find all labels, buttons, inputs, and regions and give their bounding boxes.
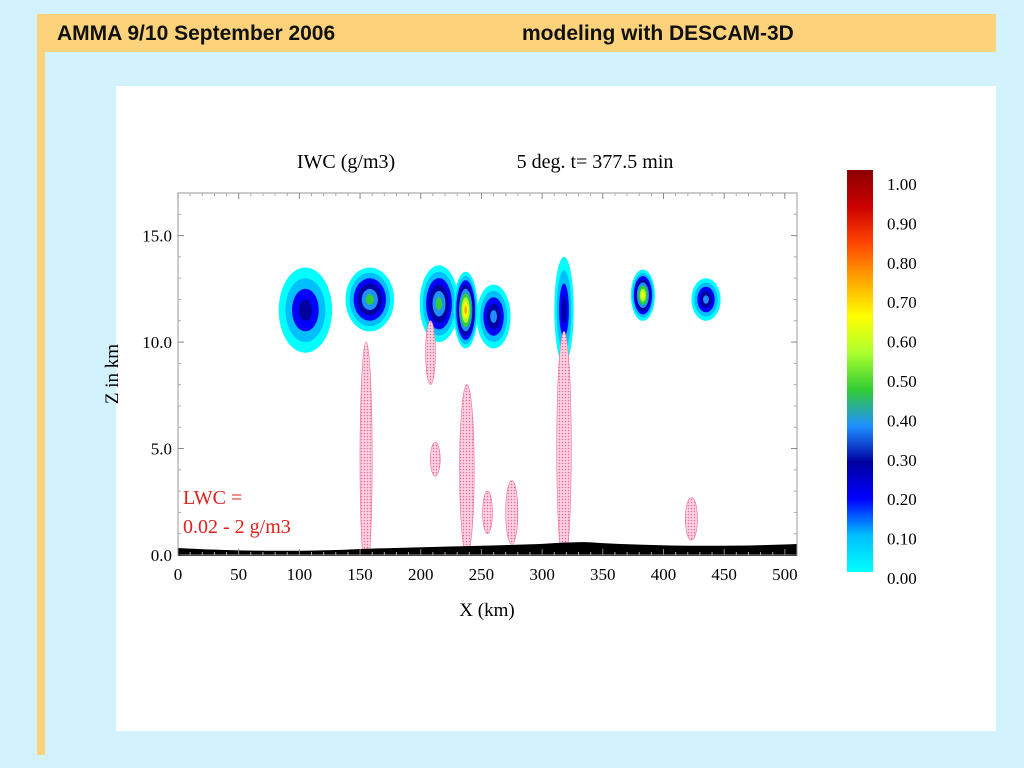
accent-vertical-bar xyxy=(37,52,45,755)
iwc-cell-1-level-5 xyxy=(365,294,374,305)
colorbar-label-0.40: 0.40 xyxy=(887,411,917,430)
x-tick-label-300: 300 xyxy=(529,565,555,584)
iwc-cell-2-level-5 xyxy=(435,297,443,311)
colorbar xyxy=(847,170,873,572)
iwc-cell-0-level-3 xyxy=(298,299,313,321)
lwc-region-5 xyxy=(505,480,519,545)
plot-frame xyxy=(177,192,798,556)
colorbar-label-0.90: 0.90 xyxy=(887,214,917,233)
lwc-annotation-line2: 0.02 - 2 g/m3 xyxy=(183,516,291,538)
x-tick-label-100: 100 xyxy=(287,565,313,584)
lwc-region-6 xyxy=(556,331,572,555)
lwc-region-1 xyxy=(425,320,436,385)
iwc-cell-4-level-4 xyxy=(490,310,497,323)
x-tick-label-500: 500 xyxy=(772,565,798,584)
x-tick-label-0: 0 xyxy=(174,565,183,584)
iwc-field xyxy=(278,256,721,364)
lwc-region-4 xyxy=(482,490,493,535)
colorbar-label-0.60: 0.60 xyxy=(887,333,917,352)
iwc-cell-7-level-4 xyxy=(703,295,709,304)
lwc-region-0 xyxy=(359,341,373,555)
x-tick-label-200: 200 xyxy=(408,565,434,584)
y-tick-label-10.0: 10.0 xyxy=(142,333,172,352)
lwc-contours xyxy=(359,320,698,555)
iwc-cell-3-level-8 xyxy=(464,305,468,315)
iwc-cell-6-level-7 xyxy=(641,292,645,299)
slide-title-right: modeling with DESCAM-3D xyxy=(522,22,794,45)
chart-subtitle: 5 deg. t= 377.5 min xyxy=(517,151,674,173)
x-tick-label-350: 350 xyxy=(590,565,616,584)
colorbar-labels: 1.00 0.90 0.80 0.70 0.60 0.50 0.40 0.30 0.20 0.10… xyxy=(887,175,917,588)
lwc-region-2 xyxy=(430,441,441,477)
colorbar-label-0.00: 0.00 xyxy=(887,569,917,588)
iwc-cell-5-level-3 xyxy=(561,296,567,324)
axis-ticks: 0 50 100 150 200 250 300 350 400 450 500 0.0 5.0 10.0… xyxy=(142,193,798,584)
lwc-annotation-line1: LWC = xyxy=(183,487,242,509)
x-tick-label-450: 450 xyxy=(711,565,737,584)
x-tick-label-50: 50 xyxy=(230,565,247,584)
y-tick-label-5.0: 5.0 xyxy=(151,440,172,459)
colorbar-label-1.00: 1.00 xyxy=(887,175,917,194)
lwc-region-7 xyxy=(685,497,698,541)
colorbar-label-0.50: 0.50 xyxy=(887,372,917,391)
x-axis-label: X (km) xyxy=(459,600,514,621)
slide-title-left: AMMA 9/10 September 2006 xyxy=(57,22,336,45)
colorbar-label-0.70: 0.70 xyxy=(887,293,917,312)
x-tick-label-150: 150 xyxy=(347,565,373,584)
y-tick-label-0.0: 0.0 xyxy=(151,546,172,565)
colorbar-label-0.20: 0.20 xyxy=(887,490,917,509)
x-tick-label-250: 250 xyxy=(469,565,495,584)
x-tick-label-400: 400 xyxy=(651,565,677,584)
terrain xyxy=(178,542,797,556)
title-bar xyxy=(37,14,996,52)
lwc-region-3 xyxy=(459,384,475,555)
colorbar-label-0.30: 0.30 xyxy=(887,451,917,470)
colorbar-label-0.80: 0.80 xyxy=(887,254,917,273)
y-axis-label: Z in km xyxy=(102,344,123,404)
chart-title: IWC (g/m3) xyxy=(297,151,395,173)
y-tick-label-15.0: 15.0 xyxy=(142,227,172,246)
colorbar-label-0.10: 0.10 xyxy=(887,530,917,549)
